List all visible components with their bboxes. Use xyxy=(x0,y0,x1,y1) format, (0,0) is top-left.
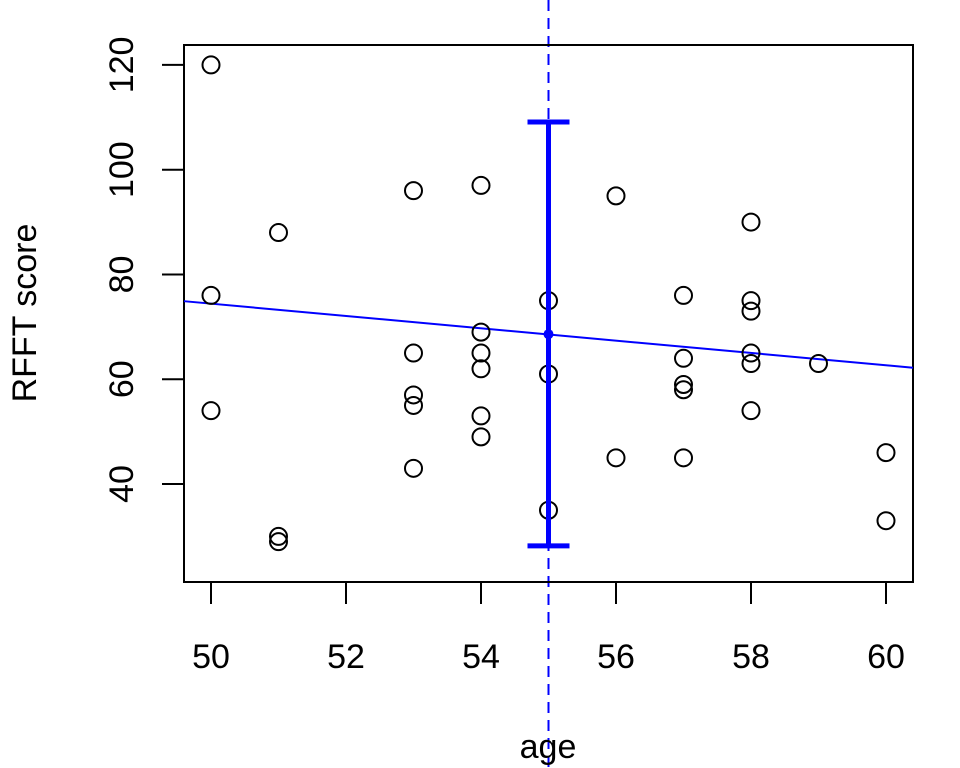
data-point xyxy=(809,354,828,374)
x-tick-label: 50 xyxy=(192,638,230,676)
data-point xyxy=(471,427,491,447)
x-tick-label: 52 xyxy=(327,638,365,676)
data-point xyxy=(269,223,288,243)
x-axis: 50 52 54 56 58 60 xyxy=(192,581,905,676)
data-point xyxy=(404,181,423,201)
y-tick-label: 120 xyxy=(103,37,141,94)
data-point xyxy=(741,401,761,421)
data-point xyxy=(471,359,491,379)
interval-layer xyxy=(527,119,570,549)
data-point xyxy=(741,354,761,374)
data-point xyxy=(674,380,693,400)
data-point xyxy=(606,448,626,468)
data-point xyxy=(674,448,693,468)
data-point xyxy=(404,343,423,363)
x-tick-label: 56 xyxy=(597,638,635,676)
data-point xyxy=(201,401,221,421)
data-point xyxy=(674,348,693,368)
data-point xyxy=(201,285,221,305)
data-point xyxy=(674,374,693,394)
data-point xyxy=(741,343,761,363)
points-layer xyxy=(201,55,896,552)
data-point xyxy=(674,285,693,305)
data-point xyxy=(269,532,288,552)
data-point xyxy=(404,458,423,478)
x-tick-label: 54 xyxy=(462,638,500,676)
data-point xyxy=(404,395,423,415)
data-point xyxy=(606,186,626,206)
y-axis-title: RFFT score xyxy=(6,224,44,403)
x-tick-label: 58 xyxy=(732,638,770,676)
data-point xyxy=(741,291,761,311)
data-point xyxy=(876,443,896,463)
data-point xyxy=(741,301,761,321)
x-axis-title: age xyxy=(520,728,577,766)
data-point xyxy=(471,343,491,363)
x-tick-label: 60 xyxy=(867,638,905,676)
y-axis: 40 60 80 100 120 xyxy=(103,37,185,503)
data-point xyxy=(201,55,221,75)
y-tick-label: 60 xyxy=(103,360,141,398)
data-point xyxy=(471,175,491,195)
interval-center-point xyxy=(543,329,554,340)
data-point xyxy=(471,322,491,342)
data-point xyxy=(876,511,896,531)
y-tick-label: 40 xyxy=(103,465,141,503)
y-tick-label: 80 xyxy=(103,256,141,294)
data-point xyxy=(741,212,761,232)
data-point xyxy=(471,406,491,426)
data-point xyxy=(269,526,288,546)
data-point xyxy=(404,385,423,405)
y-tick-label: 100 xyxy=(103,141,141,198)
